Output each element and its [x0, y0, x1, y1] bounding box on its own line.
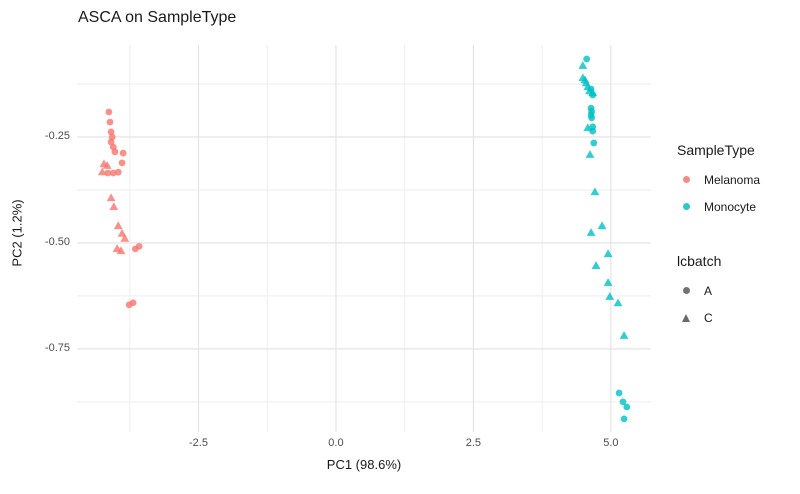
- monocyte-key: [677, 203, 695, 210]
- data-point-monocyte-triangle: [585, 150, 595, 158]
- plot-title: ASCA on SampleType: [78, 9, 237, 26]
- melanoma-key: [677, 176, 695, 183]
- y-tick-label: -0.50: [44, 235, 70, 248]
- data-point-monocyte-triangle: [588, 88, 598, 96]
- legend-sampletype: SampleType Melanoma Monocyte: [677, 142, 797, 220]
- melanoma-dot-icon: [682, 176, 690, 183]
- x-tick-label: 2.5: [465, 437, 482, 449]
- data-point-melanoma-circle: [111, 148, 119, 156]
- y-tick-label: -0.25: [44, 129, 70, 142]
- x-tick-label: -2.5: [189, 437, 208, 449]
- x-tick-label: 0.0: [328, 437, 344, 449]
- data-point-monocyte-triangle: [586, 228, 596, 236]
- monocyte-dot-icon: [682, 203, 690, 210]
- legend-lcbatch-title: lcbatch: [677, 253, 722, 269]
- data-point-monocyte-circle: [623, 403, 631, 411]
- data-point-melanoma-triangle: [116, 246, 126, 255]
- data-point-monocyte-circle: [620, 415, 628, 423]
- data-point-monocyte-circle: [583, 55, 591, 63]
- batch-a-circle-icon: [682, 287, 690, 294]
- legend-sampletype-title: SampleType: [677, 142, 755, 158]
- x-tick-label: 5.0: [603, 437, 619, 449]
- data-point-monocyte-circle: [590, 139, 598, 147]
- data-point-monocyte-triangle: [603, 249, 613, 258]
- legend-item-melanoma: Melanoma: [677, 166, 797, 193]
- legend-item-batch-c: C: [677, 304, 797, 331]
- data-point-monocyte-triangle: [603, 278, 613, 286]
- data-point-monocyte-triangle: [583, 123, 593, 132]
- data-point-melanoma-circle: [118, 159, 126, 167]
- data-point-melanoma-triangle: [106, 193, 116, 202]
- data-point-melanoma-circle: [129, 299, 137, 307]
- data-point-monocyte-triangle: [619, 331, 629, 339]
- legend-label-batch-a: A: [704, 283, 713, 298]
- data-point-monocyte-circle: [619, 398, 627, 406]
- data-point-melanoma-triangle: [109, 202, 119, 211]
- data-point-melanoma-circle: [135, 242, 143, 250]
- data-point-melanoma-circle: [105, 108, 113, 116]
- data-point-melanoma-circle: [107, 138, 115, 146]
- legend-item-batch-a: A: [677, 277, 797, 304]
- data-point-monocyte-triangle: [578, 61, 588, 69]
- data-point-monocyte-triangle: [590, 187, 600, 196]
- legend-label-batch-c: C: [704, 310, 713, 325]
- plot-panel: [77, 45, 651, 432]
- data-point-melanoma-circle: [108, 133, 116, 141]
- batch-c-key: [677, 313, 695, 322]
- y-axis-title: PC2 (1.2%): [9, 199, 25, 267]
- legend-label-monocyte: Monocyte: [704, 199, 757, 214]
- data-point-monocyte-triangle: [605, 292, 615, 300]
- y-tick-label: -0.75: [44, 341, 70, 354]
- data-point-monocyte-circle: [615, 389, 623, 397]
- batch-a-key: [677, 287, 695, 294]
- data-point-monocyte-triangle: [613, 298, 623, 307]
- batch-c-triangle-icon: [682, 313, 690, 322]
- data-point-melanoma-triangle: [113, 221, 123, 230]
- data-point-melanoma-circle: [119, 149, 127, 157]
- data-point-monocyte-triangle: [597, 221, 607, 230]
- x-axis-title: PC1 (98.6%): [326, 457, 402, 472]
- data-point-monocyte-triangle: [591, 261, 601, 269]
- data-point-melanoma-triangle: [120, 234, 130, 242]
- legend-item-monocyte: Monocyte: [677, 193, 797, 220]
- data-point-melanoma-triangle: [97, 167, 107, 176]
- data-point-melanoma-triangle: [117, 228, 127, 237]
- data-point-melanoma-circle: [106, 118, 114, 126]
- legend-lcbatch: lcbatch A C: [677, 253, 797, 331]
- data-point-monocyte-circle: [588, 114, 596, 122]
- data-point-melanoma-circle: [107, 128, 115, 136]
- data-point-melanoma-triangle: [102, 161, 112, 169]
- legend-label-melanoma: Melanoma: [704, 172, 761, 187]
- data-point-melanoma-circle: [114, 168, 122, 176]
